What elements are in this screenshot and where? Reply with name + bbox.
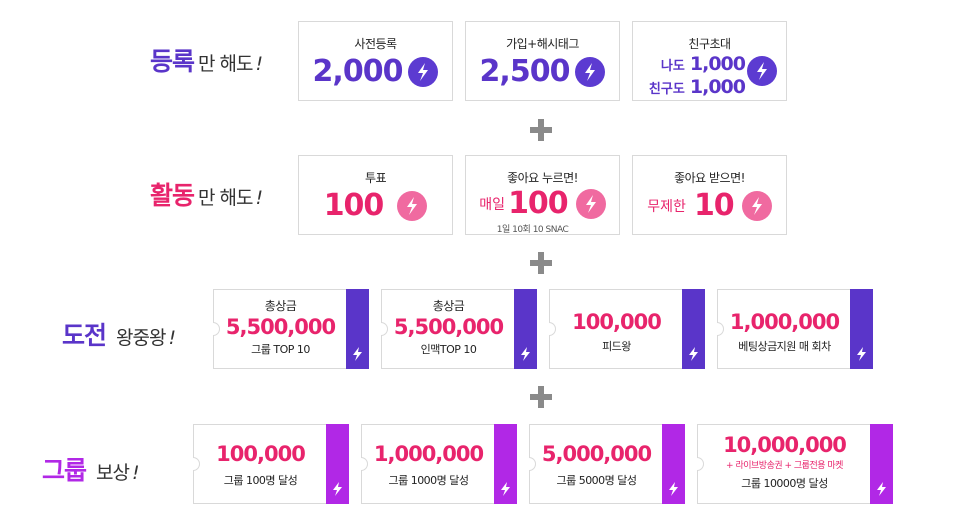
ticket-bottom: 그룹 10000명 달성 [741,477,828,490]
reward-card-like-give: 좋아요 누르면! 매일 100 1일 10회 10 SNAC [465,155,620,235]
group-ticket-10000: 10,000,000 + 라이브방송권 + 그룹전용 마켓 그룹 10000명 … [697,424,893,504]
ticket-amount: 1,000,000 [729,310,840,334]
ticket-top: 총상금 [264,299,297,313]
reward-card-signup-hashtag: 가입+해시태그 2,500 [465,21,620,101]
challenge-ticket-betting: 1,000,000 베팅상금지원 매 회차 [717,289,873,369]
challenge-ticket-feed-king: 100,000 피드왕 [549,289,705,369]
snac-coin-icon [575,188,606,219]
row-label-challenge: 도전 왕중왕 ! [62,316,176,352]
plus-icon [530,252,552,274]
snac-coin-icon [397,190,428,221]
ticket-amount: 5,000,000 [541,442,652,466]
row-label-small: 만 해도 [198,53,253,75]
row-label-activity: 활동 만 해도 ! [150,176,263,212]
ticket-stub [662,424,685,504]
challenge-ticket-group-top10: 총상금 5,500,000 그룹 TOP 10 [213,289,369,369]
bolt-icon [877,482,886,496]
bolt-icon [501,482,510,496]
row-label-exclaim: ! [255,187,264,209]
group-ticket-5000: 5,000,000 그룹 5000명 달성 [529,424,685,504]
row-label-big: 그룹 [42,456,87,485]
ticket-amount: 1,000,000 [373,442,484,466]
card-value: 100 [508,186,569,221]
card-value: 100 [323,188,385,223]
bolt-icon [669,482,678,496]
snac-coin-icon [741,190,772,221]
reward-card-invite-friend: 친구초대 나도 1,000 친구도 1,000 [632,21,787,101]
ticket-extra: + 라이브방송권 + 그룹전용 마켓 [726,461,843,471]
challenge-ticket-network-top10: 총상금 5,500,000 인맥TOP 10 [381,289,537,369]
ticket-amount: 100,000 [216,442,306,466]
card-title: 사전등록 [354,37,397,51]
ticket-top: 총상금 [432,299,465,313]
invite-friend-label: 친구도 [648,82,685,97]
row-label-register: 등록 만 해도 ! [150,42,263,78]
ticket-amount: 5,500,000 [225,315,336,339]
row-label-small: 만 해도 [198,187,253,209]
card-title: 친구초대 [688,37,731,51]
snac-coin-icon [747,56,777,86]
snac-coin-icon [408,56,439,87]
plus-icon [530,386,552,408]
ticket-stub [326,424,349,504]
row-label-big: 등록 [150,47,195,76]
ticket-bottom: 피드왕 [602,340,631,353]
card-value: 2,500 [479,54,571,89]
ticket-bottom: 그룹 5000명 달성 [556,474,637,487]
row-label-small: 보상 [96,462,130,484]
bolt-icon [689,347,698,361]
ticket-bottom: 그룹 100명 달성 [223,474,298,487]
ticket-stub [850,289,873,369]
row-label-exclaim: ! [255,53,264,75]
ticket-stub [346,289,369,369]
bolt-icon [333,482,342,496]
invite-me-value: 1,000 [689,53,746,75]
group-ticket-1000: 1,000,000 그룹 1000명 달성 [361,424,517,504]
bolt-icon [521,347,530,361]
row-label-exclaim: ! [131,462,140,484]
ticket-stub [870,424,893,504]
invite-me-label: 나도 [660,59,685,74]
ticket-bottom: 베팅상금지원 매 회차 [738,340,831,353]
card-value: 10 [693,188,735,223]
snac-coin-icon [575,56,606,87]
card-sub: 1일 10회 10 SNAC [496,225,569,235]
reward-card-vote: 투표 100 [298,155,453,235]
ticket-amount: 100,000 [572,310,662,334]
card-title: 좋아요 받으면! [674,171,745,185]
ticket-bottom: 그룹 1000명 달성 [388,474,469,487]
bolt-icon [353,347,362,361]
ticket-amount: 5,500,000 [393,315,504,339]
card-title: 가입+해시태그 [506,37,579,51]
card-prefix: 무제한 [647,198,686,215]
card-title: 좋아요 누르면! [507,171,578,185]
bolt-icon [857,347,866,361]
row-label-small: 왕중왕 [116,327,166,349]
row-label-exclaim: ! [168,327,177,349]
row-label-group: 그룹 보상 ! [42,451,140,487]
ticket-stub [514,289,537,369]
invite-friend-value: 1,000 [689,76,746,98]
card-value: 2,000 [312,54,404,89]
card-prefix: 매일 [479,196,506,213]
row-label-big: 도전 [62,321,107,350]
ticket-bottom: 인맥TOP 10 [420,343,477,356]
reward-card-like-receive: 좋아요 받으면! 무제한 10 [632,155,787,235]
ticket-stub [494,424,517,504]
ticket-stub [682,289,705,369]
ticket-bottom: 그룹 TOP 10 [251,343,310,356]
row-label-big: 활동 [150,181,195,210]
group-ticket-100: 100,000 그룹 100명 달성 [193,424,349,504]
reward-card-preregister: 사전등록 2,000 [298,21,453,101]
ticket-amount: 10,000,000 [723,433,847,457]
card-title: 투표 [364,171,387,185]
plus-icon [530,119,552,141]
